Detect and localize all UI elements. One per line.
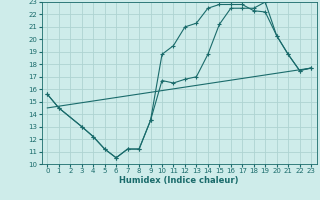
X-axis label: Humidex (Indice chaleur): Humidex (Indice chaleur) — [119, 176, 239, 185]
